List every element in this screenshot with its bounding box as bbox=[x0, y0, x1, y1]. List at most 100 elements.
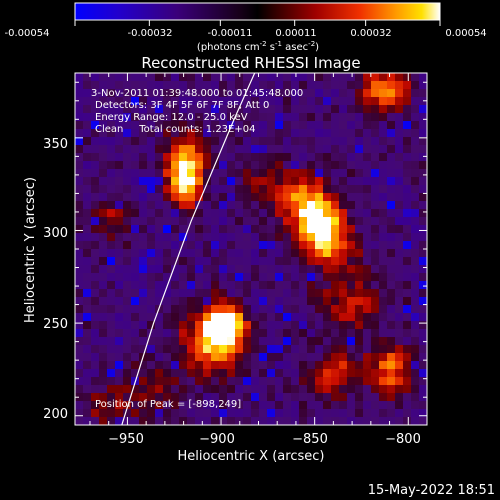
heatmap-cell bbox=[355, 209, 364, 218]
heatmap-cell bbox=[115, 369, 124, 378]
heatmap-cell bbox=[331, 273, 340, 282]
heatmap-cell bbox=[99, 225, 108, 234]
heatmap-cell bbox=[99, 329, 108, 338]
heatmap-cell bbox=[187, 113, 196, 122]
heatmap-cell bbox=[235, 137, 244, 146]
heatmap-cell bbox=[147, 305, 156, 314]
heatmap-cell bbox=[387, 393, 396, 402]
heatmap-cell bbox=[371, 225, 380, 234]
heatmap-cell bbox=[387, 225, 396, 234]
colorbar-tick-label-5: 0.00054 bbox=[445, 28, 486, 39]
heatmap-cell bbox=[291, 345, 300, 354]
heatmap-cell bbox=[235, 337, 244, 346]
heatmap-cell bbox=[83, 89, 92, 98]
heatmap-cell bbox=[371, 105, 380, 114]
heatmap-cell bbox=[347, 161, 356, 170]
heatmap-cell bbox=[299, 97, 308, 106]
heatmap-cell bbox=[379, 313, 388, 322]
heatmap-cell bbox=[371, 169, 380, 178]
heatmap-cell bbox=[155, 281, 164, 290]
heatmap-cell bbox=[307, 129, 316, 138]
heatmap-cell bbox=[115, 281, 124, 290]
heatmap-cell bbox=[283, 393, 292, 402]
heatmap-cell bbox=[419, 345, 427, 354]
heatmap-cell bbox=[155, 177, 164, 186]
heatmap-cell bbox=[371, 385, 380, 394]
heatmap-cell bbox=[203, 353, 212, 362]
heatmap-cell bbox=[259, 361, 268, 370]
heatmap-cell bbox=[83, 273, 92, 282]
heatmap-cell bbox=[363, 81, 372, 90]
heatmap-cell bbox=[179, 193, 188, 202]
heatmap-cell bbox=[315, 321, 324, 330]
heatmap-cell bbox=[379, 345, 388, 354]
heatmap-cell bbox=[91, 297, 100, 306]
heatmap-cell bbox=[403, 233, 412, 242]
heatmap-cell bbox=[371, 393, 380, 402]
heatmap-cell bbox=[123, 241, 132, 250]
heatmap-cell bbox=[387, 369, 396, 378]
heatmap-cell bbox=[379, 369, 388, 378]
heatmap-cell bbox=[227, 257, 236, 266]
heatmap-cell bbox=[307, 321, 316, 330]
heatmap-cell bbox=[307, 145, 316, 154]
heatmap-cell bbox=[251, 257, 260, 266]
heatmap-cell bbox=[163, 289, 172, 298]
heatmap-cell bbox=[283, 193, 292, 202]
heatmap-cell bbox=[251, 345, 260, 354]
heatmap-cell bbox=[195, 177, 204, 186]
heatmap-cell bbox=[347, 401, 356, 410]
heatmap-cell bbox=[403, 265, 412, 274]
heatmap-cell bbox=[147, 289, 156, 298]
heatmap-cell bbox=[291, 337, 300, 346]
heatmap-cell bbox=[211, 97, 220, 106]
heatmap-cell bbox=[139, 305, 148, 314]
heatmap-cell bbox=[91, 273, 100, 282]
heatmap-cell bbox=[283, 417, 292, 425]
heatmap-cell bbox=[219, 73, 228, 82]
y-tick-label-200: 200 bbox=[43, 407, 68, 422]
heatmap-cell bbox=[411, 81, 420, 90]
heatmap-cell bbox=[155, 153, 164, 162]
heatmap-cell bbox=[227, 393, 236, 402]
heatmap-cell bbox=[163, 145, 172, 154]
heatmap-cell bbox=[131, 129, 140, 138]
heatmap-cell bbox=[107, 313, 116, 322]
heatmap-cell bbox=[123, 137, 132, 146]
heatmap-cell bbox=[387, 89, 396, 98]
heatmap-cell bbox=[347, 353, 356, 362]
heatmap-cell bbox=[115, 217, 124, 226]
heatmap-cell bbox=[91, 169, 100, 178]
heatmap-cell bbox=[323, 289, 332, 298]
heatmap-cell bbox=[187, 89, 196, 98]
heatmap-cell bbox=[163, 185, 172, 194]
heatmap-cell bbox=[179, 257, 188, 266]
heatmap-cell bbox=[75, 113, 84, 122]
heatmap-cell bbox=[331, 73, 340, 82]
heatmap-cell bbox=[323, 169, 332, 178]
heatmap-cell bbox=[123, 153, 132, 162]
heatmap-cell bbox=[83, 345, 92, 354]
heatmap-cell bbox=[179, 105, 188, 114]
heatmap-cell bbox=[227, 113, 236, 122]
heatmap-cell bbox=[387, 257, 396, 266]
heatmap-cell bbox=[323, 217, 332, 226]
heatmap-cell bbox=[291, 393, 300, 402]
heatmap-cell bbox=[99, 193, 108, 202]
heatmap-cell bbox=[339, 225, 348, 234]
heatmap-cell bbox=[115, 113, 124, 122]
heatmap-cell bbox=[347, 345, 356, 354]
heatmap-cell bbox=[115, 121, 124, 130]
heatmap-cell bbox=[283, 361, 292, 370]
heatmap-cell bbox=[291, 329, 300, 338]
heatmap-cell bbox=[195, 265, 204, 274]
heatmap-cell bbox=[147, 241, 156, 250]
heatmap-cell bbox=[251, 249, 260, 258]
heatmap-cell bbox=[395, 209, 404, 218]
x-tick-label-950: −950 bbox=[108, 432, 144, 447]
heatmap-cell bbox=[227, 313, 236, 322]
heatmap-cell bbox=[387, 137, 396, 146]
heatmap-cell bbox=[339, 297, 348, 306]
heatmap-cell bbox=[131, 137, 140, 146]
heatmap-cell bbox=[147, 385, 156, 394]
